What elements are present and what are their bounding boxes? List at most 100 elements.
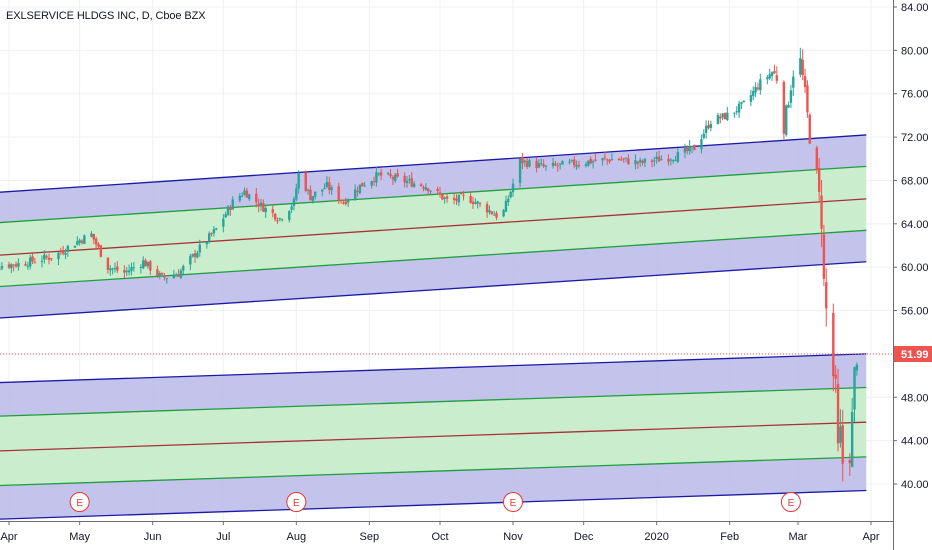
candle[interactable]: [525, 157, 529, 169]
candle[interactable]: [551, 157, 555, 169]
candle[interactable]: [507, 195, 510, 206]
candle[interactable]: [554, 160, 557, 167]
candle[interactable]: [193, 249, 197, 263]
candle[interactable]: [575, 160, 578, 170]
candle[interactable]: [12, 264, 15, 272]
candle[interactable]: [50, 258, 53, 262]
candle[interactable]: [848, 453, 852, 476]
candle[interactable]: [773, 64, 776, 75]
candle[interactable]: [671, 159, 675, 164]
earnings-marker[interactable]: E: [780, 492, 801, 512]
candle[interactable]: [212, 225, 216, 237]
candle[interactable]: [408, 175, 411, 184]
candle[interactable]: [130, 262, 133, 276]
candle[interactable]: [634, 154, 637, 170]
candle[interactable]: [789, 84, 793, 109]
candle[interactable]: [636, 161, 640, 169]
candle[interactable]: [182, 264, 185, 275]
candle[interactable]: [808, 112, 811, 145]
candle[interactable]: [606, 158, 609, 165]
candle[interactable]: [443, 196, 446, 204]
candle[interactable]: [139, 264, 143, 274]
candle[interactable]: [224, 211, 227, 218]
candle[interactable]: [688, 140, 691, 155]
candle[interactable]: [342, 199, 345, 205]
candle[interactable]: [462, 190, 465, 201]
candle[interactable]: [733, 112, 736, 118]
candle[interactable]: [215, 227, 218, 231]
candle[interactable]: [14, 261, 18, 268]
candle[interactable]: [478, 201, 482, 208]
candle[interactable]: [855, 362, 859, 376]
candle[interactable]: [271, 205, 274, 218]
candle[interactable]: [756, 82, 760, 91]
candle[interactable]: [248, 193, 251, 201]
candle[interactable]: [803, 68, 807, 93]
candle[interactable]: [172, 269, 176, 279]
candle[interactable]: [570, 159, 574, 163]
candle[interactable]: [653, 156, 656, 167]
candle[interactable]: [245, 187, 249, 198]
candle[interactable]: [229, 204, 232, 216]
candle[interactable]: [361, 182, 364, 187]
candle[interactable]: [490, 210, 494, 216]
candle[interactable]: [655, 151, 658, 164]
candle[interactable]: [163, 273, 166, 281]
candle[interactable]: [288, 210, 291, 223]
candle[interactable]: [735, 106, 738, 115]
candle[interactable]: [59, 247, 63, 256]
candle[interactable]: [723, 112, 727, 120]
candle[interactable]: [295, 183, 298, 202]
candle[interactable]: [113, 262, 117, 273]
candle[interactable]: [325, 176, 329, 189]
candle[interactable]: [669, 158, 673, 166]
candle[interactable]: [770, 71, 774, 81]
candle[interactable]: [109, 265, 112, 276]
candle[interactable]: [674, 155, 677, 162]
candle[interactable]: [255, 187, 258, 208]
candle[interactable]: [822, 224, 826, 287]
candle[interactable]: [346, 198, 350, 207]
candle[interactable]: [488, 205, 491, 215]
candle[interactable]: [441, 194, 444, 201]
candle[interactable]: [92, 233, 95, 245]
candle[interactable]: [363, 181, 366, 187]
candle[interactable]: [94, 236, 98, 251]
candle[interactable]: [146, 261, 150, 269]
candle[interactable]: [330, 185, 333, 196]
candle[interactable]: [568, 158, 571, 165]
candle[interactable]: [704, 120, 708, 139]
candle[interactable]: [106, 257, 110, 274]
candle[interactable]: [657, 150, 661, 162]
candle[interactable]: [370, 180, 373, 189]
candle[interactable]: [686, 145, 689, 155]
candle[interactable]: [210, 232, 213, 237]
candle[interactable]: [396, 168, 399, 178]
candle[interactable]: [603, 151, 607, 161]
candle[interactable]: [469, 191, 472, 204]
candle[interactable]: [262, 199, 265, 213]
candle[interactable]: [627, 154, 630, 165]
candle[interactable]: [577, 160, 581, 169]
candle[interactable]: [528, 158, 531, 168]
candle[interactable]: [775, 66, 778, 84]
candle[interactable]: [544, 165, 548, 171]
candle[interactable]: [806, 80, 809, 118]
candle[interactable]: [641, 159, 644, 166]
candle[interactable]: [354, 184, 357, 201]
candle[interactable]: [768, 68, 771, 80]
candle[interactable]: [766, 74, 769, 85]
candle[interactable]: [123, 265, 126, 279]
candle[interactable]: [834, 365, 837, 393]
candle[interactable]: [240, 192, 244, 198]
candle[interactable]: [156, 265, 159, 279]
candle[interactable]: [485, 201, 489, 218]
candle[interactable]: [452, 192, 456, 205]
candle[interactable]: [339, 199, 343, 204]
candle[interactable]: [521, 153, 524, 170]
earnings-marker[interactable]: E: [286, 492, 307, 512]
candle[interactable]: [47, 253, 51, 265]
candle[interactable]: [737, 100, 741, 118]
candle[interactable]: [419, 182, 423, 188]
candle[interactable]: [422, 185, 425, 192]
